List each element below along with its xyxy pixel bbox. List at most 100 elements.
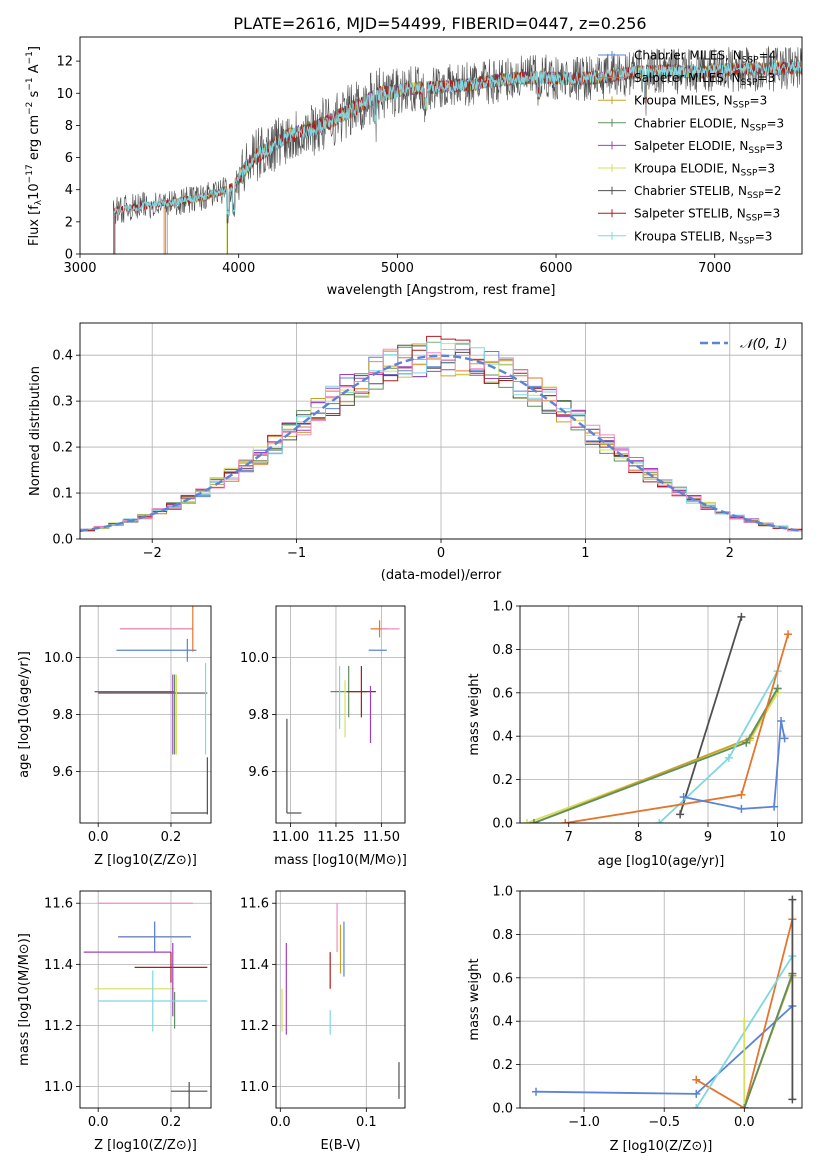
y-tick-label: 0.2 xyxy=(492,773,513,788)
y-tick-label: 0.6 xyxy=(492,686,513,701)
y-tick-label: 0.4 xyxy=(492,730,513,745)
x-tick-label: 7000 xyxy=(698,261,731,276)
series-marker-ChabrierMILES xyxy=(532,1087,541,1096)
series-marker-KroupaSTELIB xyxy=(655,819,664,823)
plot-residual_hist: −2 −1 0 1 2 0.0 0.1 0.2 0.3 0.4 (data-model)/error… xyxy=(28,322,803,583)
series-marker-ChabrierELODIE xyxy=(529,819,538,823)
x-axis-label: Z [log10(Z/Z⊙)] xyxy=(94,1138,197,1153)
legend-label: 𝒩(0, 1) xyxy=(740,337,787,352)
x-tick-label: −0.5 xyxy=(648,1115,680,1130)
series-marker-ChabrierMILES xyxy=(679,792,688,801)
series-marker-KroupaELODIE xyxy=(522,819,531,823)
plot-mass_vs_Z: 0.0 0.2 11.0 11.2 11.4 11.6 Z [log10(Z/Z⊙)] mas… xyxy=(17,890,212,1153)
x-tick-label: 0.0 xyxy=(270,1115,291,1130)
plot-age_vs_Z: 0.0 0.2 9.6 9.8 10.0 Z [log10(Z/Z⊙)] age [log1… xyxy=(17,605,212,868)
x-tick-label: 0 xyxy=(437,546,445,561)
y-axis-label: Normed distribution xyxy=(28,366,43,496)
series-marker-ChabrierMILES xyxy=(777,717,786,726)
plot-massweight_vs_age: 7 8 9 10 0.0 0.2 0.4 0.6 0.8 1.0 age [log10(age/yr… xyxy=(467,600,803,869)
y-tick-label: 11.6 xyxy=(240,897,269,912)
y-tick-label: 0.8 xyxy=(492,928,513,943)
series-marker-SalpeterMILES xyxy=(737,790,746,799)
series-marker-KroupaSTELIB xyxy=(724,753,733,762)
series-line-ChabrierELODIE xyxy=(533,688,779,823)
x-axis-label: Z [log10(Z/Z⊙)] xyxy=(94,853,197,868)
plot-area xyxy=(113,46,802,254)
y-tick-label: 12 xyxy=(56,55,73,70)
axes-frame xyxy=(79,605,212,824)
x-tick-label: 4000 xyxy=(222,261,255,276)
y-tick-label: 0.6 xyxy=(492,971,513,986)
x-tick-label: 1 xyxy=(581,546,589,561)
plot-massweight_vs_Z: −1.0 −0.5 0.0 0.0 0.2 0.4 0.6 0.8 1.0 Z [log10(Z/… xyxy=(467,885,803,1154)
x-tick-label: 2 xyxy=(726,546,734,561)
series-marker-SalpeterMILES xyxy=(784,630,793,639)
series-line-ChabrierELODIE xyxy=(743,973,794,1108)
x-tick-label: 0.0 xyxy=(88,830,109,845)
y-tick-label: 0.8 xyxy=(492,643,513,658)
y-tick-label: 11.2 xyxy=(240,1019,269,1034)
plot-area xyxy=(281,903,400,1099)
legend-label: Salpeter STELIB, NSSP=3 xyxy=(634,207,780,224)
series-line-KroupaELODIE xyxy=(526,692,779,823)
y-tick-label: 11.0 xyxy=(240,1080,269,1095)
y-tick-label: 0.2 xyxy=(52,441,73,456)
x-tick-label: 0.0 xyxy=(734,1115,755,1130)
axes-frame xyxy=(519,605,803,824)
y-tick-label: 11.2 xyxy=(44,1019,73,1034)
series-line-KroupaMILES xyxy=(533,688,779,823)
plot-area xyxy=(522,612,793,823)
y-tick-label: 0.0 xyxy=(492,1102,513,1117)
y-axis-label: Flux [fλ10−17 erg cm−2 s−1 A−1] xyxy=(25,46,44,246)
plot-age_vs_mass: 11.00 11.25 11.50 9.6 9.8 10.0 mass [log10(M/M… xyxy=(240,605,407,868)
normal-curve xyxy=(80,354,802,533)
x-axis-label: (data-model)/error xyxy=(381,568,502,583)
axes-frame xyxy=(79,36,803,255)
y-tick-label: 0.4 xyxy=(52,349,73,364)
series-marker-ChabrierELODIE xyxy=(742,738,751,747)
axes-frame xyxy=(275,605,406,824)
series-marker-ChabrierELODIE xyxy=(740,1104,749,1108)
plots-layer: 3000 4000 5000 6000 7000024681012wavelength … xyxy=(17,36,803,1154)
series-marker-ChabrierMILES xyxy=(780,734,789,743)
series-marker-ChabrierSTELIB xyxy=(676,810,685,819)
plot-area xyxy=(80,335,802,533)
x-axis-label: mass [log10(M/M⊙)] xyxy=(274,853,407,868)
series-line-ChabrierSTELIB xyxy=(679,616,743,815)
y-tick-label: 9.6 xyxy=(248,765,269,780)
y-axis-label: age [log10(age/yr)] xyxy=(17,651,32,778)
spectrum-line-KroupaSTELIB xyxy=(113,60,802,254)
y-tick-label: 0.1 xyxy=(52,487,73,502)
series-marker-ChabrierELODIE xyxy=(773,684,782,693)
axes-frame xyxy=(79,890,212,1109)
y-axis-label: mass weight xyxy=(467,958,482,1040)
legend-label: Salpeter ELODIE, NSSP=3 xyxy=(634,139,783,156)
hist-step-KroupaSTELIB xyxy=(80,341,802,532)
y-tick-label: 10 xyxy=(56,87,73,102)
legend-label: Chabrier ELODIE, NSSP=3 xyxy=(634,116,784,133)
y-tick-label: 1.0 xyxy=(492,885,513,900)
series-line-KroupaSTELIB xyxy=(658,670,779,823)
legend-label: Chabrier MILES, NSSP=4 xyxy=(634,49,776,66)
plot-mass_vs_ebv: 0.0 0.1 11.0 11.2 11.4 11.6 E(B-V) xyxy=(240,890,406,1153)
x-axis-label: wavelength [Angstrom, rest frame] xyxy=(327,283,556,298)
y-tick-label: 0 xyxy=(65,248,73,263)
y-axis-label: mass [log10(M/M⊙)] xyxy=(17,933,32,1066)
y-tick-label: 2 xyxy=(65,215,73,230)
series-marker-KroupaELODIE xyxy=(740,1017,749,1026)
plot-area xyxy=(532,895,797,1108)
x-axis-label: Z [log10(Z/Z⊙)] xyxy=(610,1139,713,1154)
x-tick-label: 0.2 xyxy=(161,830,182,845)
y-tick-label: 11.0 xyxy=(44,1080,73,1095)
x-tick-label: −2 xyxy=(143,546,162,561)
series-marker-ChabrierSTELIB xyxy=(737,612,746,621)
plot-area xyxy=(286,620,400,814)
plot-area xyxy=(94,606,208,815)
y-tick-label: 11.6 xyxy=(44,897,73,912)
y-tick-label: 0.4 xyxy=(492,1015,513,1030)
axes-frame xyxy=(79,322,803,540)
legend-label: Kroupa STELIB, NSSP=3 xyxy=(634,229,772,246)
series-marker-ChabrierMILES xyxy=(770,802,779,811)
x-tick-label: 0.2 xyxy=(161,1115,182,1130)
